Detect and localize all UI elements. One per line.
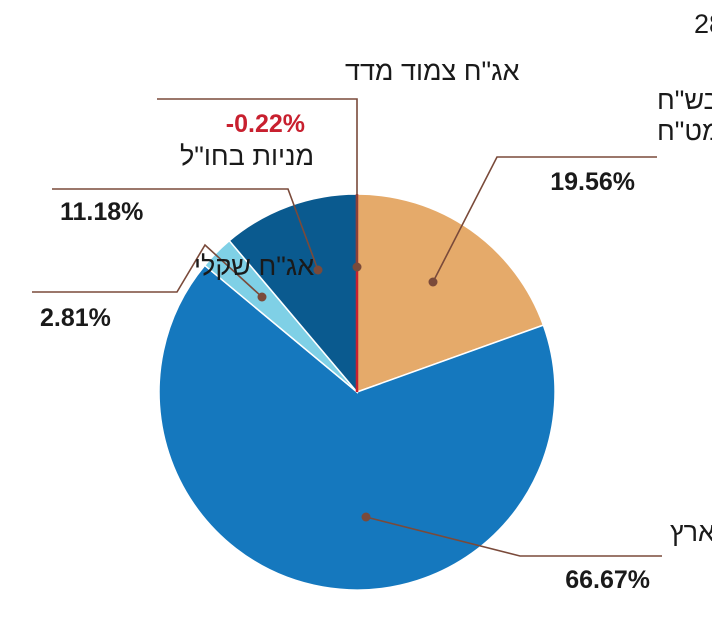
- leader-dot-1: [361, 512, 371, 522]
- leader-dot-0: [428, 277, 438, 287]
- leader-dot-2: [257, 292, 267, 302]
- leader-dot-4: [352, 262, 362, 272]
- leader-line-0: [432, 156, 657, 283]
- pie-slice-1: [158, 264, 556, 591]
- slice-percent-0: 19.56%: [550, 168, 635, 196]
- pie-slice-3: [228, 193, 358, 395]
- slice-percent-4: -0.22%: [226, 110, 305, 138]
- leader-line-1: [365, 516, 662, 557]
- chart-title: נכון לתאריך 28.02.2026: [694, 9, 712, 39]
- slice-percent-2: 2.81%: [40, 304, 111, 332]
- slice-label-0-line-0: מזומן בש"ח: [657, 85, 712, 115]
- leader-dot-3: [313, 265, 323, 275]
- slice-percent-3: 11.18%: [60, 198, 143, 226]
- slice-percent-1: 66.67%: [565, 566, 650, 594]
- pie-slice-0: [356, 193, 545, 394]
- slice-label-0-line-1: ובמט"ח: [657, 116, 712, 146]
- leader-line-2: [32, 243, 263, 298]
- slice-label-4-line-0: אג"ח צמוד מדד: [345, 56, 519, 86]
- slice-label-3-line-0: מניות בחו"ל: [180, 141, 314, 171]
- slice-label-2-line-0: אג"ח שקלי: [194, 251, 314, 281]
- leader-line-4: [157, 98, 358, 267]
- leader-line-3: [52, 188, 319, 271]
- slice-label-1-line-0: מניות בארץ: [670, 517, 712, 547]
